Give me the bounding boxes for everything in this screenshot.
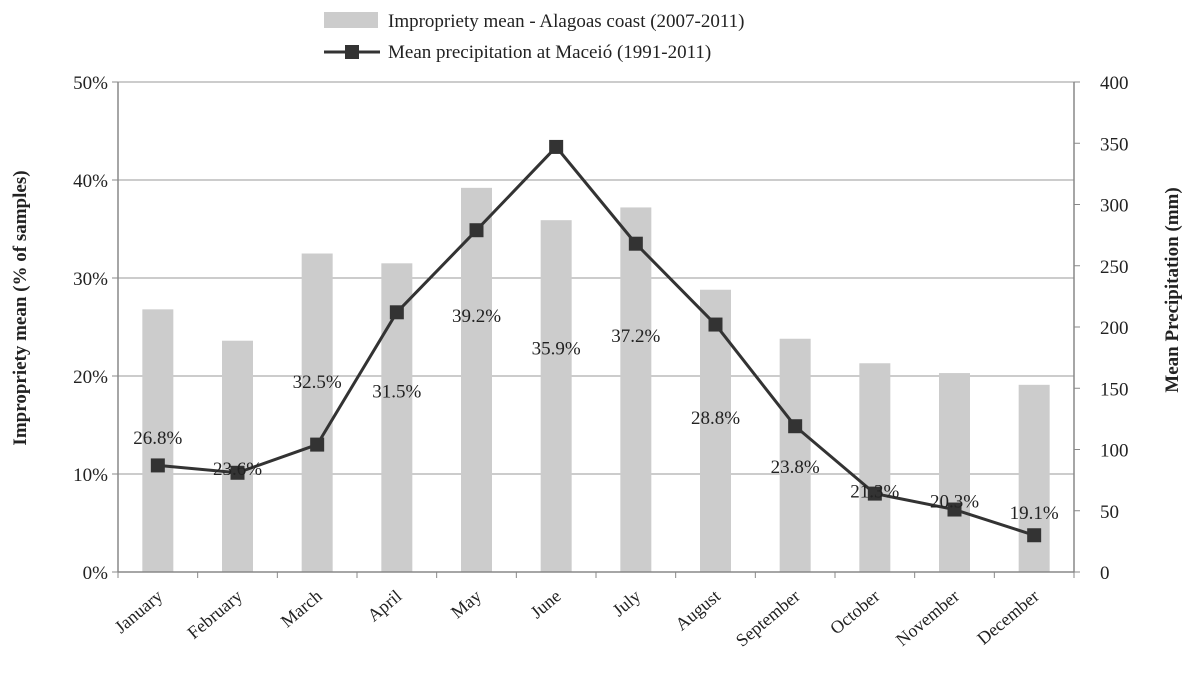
precipitation-line bbox=[157, 144, 1035, 537]
legend-line-label: Mean precipitation at Maceió (1991-2011) bbox=[388, 42, 711, 63]
bar bbox=[620, 207, 652, 572]
x-axis-ticks bbox=[117, 572, 1075, 578]
category-label: May bbox=[447, 586, 485, 623]
bar-data-label: 23.8% bbox=[771, 457, 820, 478]
left-tick-label: 20% bbox=[73, 367, 108, 388]
left-tick-label: 10% bbox=[73, 465, 108, 486]
bar bbox=[700, 289, 731, 572]
bar-data-label: 32.5% bbox=[293, 372, 342, 393]
bar-data-label: 23.6% bbox=[213, 459, 262, 480]
line-marker bbox=[389, 305, 404, 320]
category-label: March bbox=[277, 586, 326, 632]
bar-data-label: 20.3% bbox=[930, 491, 979, 512]
line-marker bbox=[788, 419, 803, 434]
legend-bar-swatch bbox=[324, 12, 378, 28]
left-tick-label: 30% bbox=[73, 269, 108, 290]
category-labels: January February March April May June July Augu… bbox=[111, 586, 1043, 651]
bar bbox=[859, 363, 891, 572]
bar-data-label: 26.8% bbox=[133, 428, 182, 449]
left-axis-tick-labels: 0% 10% 20% 30% 40% 50% bbox=[73, 73, 118, 584]
right-tick-label: 100 bbox=[1100, 441, 1129, 462]
bar bbox=[939, 373, 970, 572]
line-marker bbox=[469, 223, 484, 238]
bar-data-label: 39.2% bbox=[452, 306, 501, 327]
line-marker bbox=[1027, 528, 1042, 543]
right-tick-label: 300 bbox=[1100, 196, 1129, 217]
bar-data-label: 21.3% bbox=[850, 482, 899, 503]
line-series bbox=[150, 139, 1042, 543]
category-label: November bbox=[892, 586, 963, 650]
bar bbox=[222, 340, 253, 572]
legend-line-marker bbox=[345, 45, 359, 59]
gridlines bbox=[118, 81, 1074, 475]
left-tick-label: 40% bbox=[73, 171, 108, 192]
category-label: August bbox=[671, 586, 724, 635]
bar bbox=[1018, 384, 1050, 572]
right-tick-label: 150 bbox=[1100, 379, 1129, 400]
bar-data-label: 28.8% bbox=[691, 408, 740, 429]
legend: Impropriety mean - Alagoas coast (2007-2… bbox=[324, 11, 745, 63]
category-label: February bbox=[183, 586, 246, 643]
right-tick-label: 400 bbox=[1100, 73, 1129, 94]
bar-series bbox=[142, 187, 1050, 572]
right-axis-label: Mean Precipitation (mm) bbox=[1162, 187, 1183, 392]
category-label: October bbox=[826, 586, 883, 639]
line-marker bbox=[947, 502, 962, 517]
bar-data-label: 37.2% bbox=[611, 326, 660, 347]
category-label: January bbox=[111, 586, 167, 637]
bar bbox=[779, 338, 811, 572]
bar-data-label: 35.9% bbox=[532, 339, 581, 360]
bar bbox=[461, 187, 492, 572]
bar-data-label: 19.1% bbox=[1010, 503, 1059, 524]
line-marker bbox=[628, 236, 643, 251]
line-marker bbox=[549, 139, 564, 154]
left-tick-label: 50% bbox=[73, 73, 108, 94]
category-label: June bbox=[527, 586, 565, 623]
category-label: December bbox=[973, 586, 1043, 649]
line-marker bbox=[230, 465, 245, 480]
right-tick-label: 250 bbox=[1100, 257, 1129, 278]
right-axis-tick-labels: 0 50 100 150 200 250 300 350 400 bbox=[1074, 73, 1129, 584]
legend-bar-label: Impropriety mean - Alagoas coast (2007-2… bbox=[388, 11, 745, 32]
bar bbox=[540, 220, 572, 572]
right-tick-label: 350 bbox=[1100, 134, 1129, 155]
right-tick-label: 0 bbox=[1100, 563, 1110, 584]
left-tick-label: 0% bbox=[83, 563, 109, 584]
category-label: July bbox=[609, 586, 645, 621]
bar-data-label: 31.5% bbox=[372, 382, 421, 403]
line-marker bbox=[150, 458, 165, 473]
left-axis-label: Impropriety mean (% of samples) bbox=[10, 170, 31, 445]
category-label: April bbox=[363, 586, 405, 626]
category-label: September bbox=[732, 586, 804, 651]
bar bbox=[301, 253, 333, 572]
right-tick-label: 50 bbox=[1100, 502, 1119, 523]
line-marker bbox=[310, 437, 325, 452]
line-marker bbox=[867, 486, 882, 501]
right-tick-label: 200 bbox=[1100, 318, 1129, 339]
bar-data-labels: 26.8% 23.6% 32.5% 31.5% 39.2% 35.9% 37.2% 28.8%… bbox=[133, 306, 1059, 524]
line-marker bbox=[708, 317, 723, 332]
bar bbox=[142, 309, 174, 572]
